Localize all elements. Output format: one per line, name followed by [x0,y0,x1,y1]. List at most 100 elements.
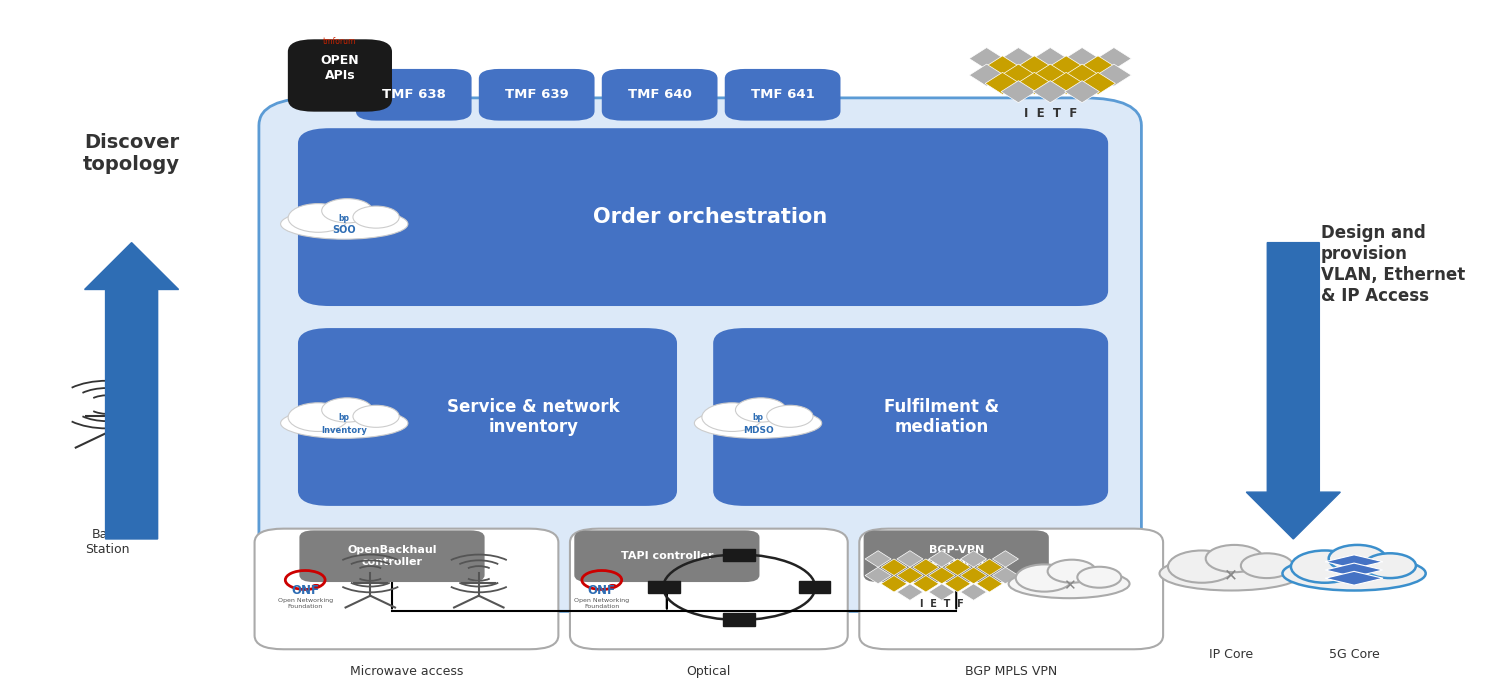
Text: IP Core: IP Core [1209,648,1253,661]
Circle shape [1364,554,1416,578]
Polygon shape [1325,555,1383,569]
Text: Microwave access: Microwave access [349,665,463,677]
Circle shape [1206,545,1264,572]
Text: Design and
provision
VLAN, Ethernet
& IP Access: Design and provision VLAN, Ethernet & IP… [1320,224,1465,305]
Text: Fulfilment &
mediation: Fulfilment & mediation [885,398,1000,437]
Text: Optical: Optical [686,665,731,677]
FancyBboxPatch shape [255,529,558,649]
Circle shape [736,398,786,422]
FancyBboxPatch shape [713,328,1109,506]
Ellipse shape [1159,556,1303,590]
FancyArrow shape [1246,243,1340,539]
Polygon shape [1325,563,1383,577]
Polygon shape [1001,48,1035,70]
Polygon shape [928,584,955,601]
Polygon shape [1001,64,1035,86]
Circle shape [322,199,373,223]
Polygon shape [970,64,1004,86]
Polygon shape [1065,64,1100,86]
Polygon shape [976,576,1003,592]
Text: I  E  T  F: I E T F [921,599,964,610]
Text: ✕: ✕ [1062,579,1076,593]
Polygon shape [724,613,755,626]
FancyBboxPatch shape [601,69,718,120]
Polygon shape [865,567,891,584]
Text: BGP-VPN
controller: BGP-VPN controller [925,545,986,567]
Text: TMF 638: TMF 638 [382,88,446,101]
Circle shape [1047,560,1097,583]
Circle shape [1077,567,1122,588]
Ellipse shape [280,408,407,438]
Text: ONF: ONF [291,584,319,597]
Polygon shape [913,559,938,576]
Polygon shape [928,551,955,567]
Polygon shape [992,567,1019,584]
Polygon shape [961,567,986,584]
Polygon shape [648,581,680,594]
FancyBboxPatch shape [725,69,840,120]
Circle shape [312,584,321,588]
Text: ✕: ✕ [1223,567,1238,585]
Circle shape [767,406,813,428]
Circle shape [1241,554,1294,578]
Polygon shape [913,576,938,592]
FancyBboxPatch shape [355,69,471,120]
Circle shape [288,403,348,432]
Text: Open Networking
Foundation: Open Networking Foundation [278,598,333,609]
FancyBboxPatch shape [298,328,677,506]
Polygon shape [1032,81,1068,102]
Polygon shape [976,559,1003,576]
Polygon shape [1065,48,1100,70]
Circle shape [354,206,400,228]
Polygon shape [1325,572,1383,585]
Text: Discover
topology: Discover topology [84,132,181,174]
Polygon shape [985,73,1021,94]
FancyBboxPatch shape [260,98,1141,611]
Ellipse shape [1283,556,1426,590]
Polygon shape [992,551,1019,567]
FancyBboxPatch shape [570,529,847,649]
FancyBboxPatch shape [864,530,1049,582]
Text: 5G Core: 5G Core [1329,648,1380,661]
Circle shape [701,403,762,432]
Circle shape [354,406,400,428]
Polygon shape [1001,81,1035,102]
Polygon shape [961,584,986,601]
Text: BGP MPLS VPN: BGP MPLS VPN [965,665,1058,677]
Polygon shape [944,559,971,576]
Text: TMF 640: TMF 640 [628,88,692,101]
Text: Open Networking
Foundation: Open Networking Foundation [574,598,630,609]
FancyBboxPatch shape [300,530,485,582]
FancyBboxPatch shape [574,530,759,582]
Text: TAPI controller: TAPI controller [621,552,713,561]
Circle shape [288,203,348,233]
Ellipse shape [1009,570,1129,598]
Polygon shape [897,551,924,567]
Circle shape [322,398,373,422]
Polygon shape [1032,64,1068,86]
Text: bp: bp [752,413,764,422]
Polygon shape [724,549,755,561]
Ellipse shape [280,209,407,239]
Polygon shape [944,576,971,592]
Circle shape [1329,545,1386,572]
Polygon shape [865,551,891,567]
Circle shape [1016,565,1073,592]
Circle shape [1291,551,1359,583]
Text: Inventory: Inventory [321,426,367,435]
Polygon shape [880,559,907,576]
Circle shape [609,584,618,588]
Text: Base
Station: Base Station [85,529,130,556]
Text: tmforum: tmforum [324,37,357,46]
FancyArrow shape [85,243,179,539]
Text: I  E  T  F: I E T F [1024,107,1077,120]
Polygon shape [897,567,924,584]
FancyBboxPatch shape [298,128,1109,306]
Polygon shape [1018,73,1052,94]
Polygon shape [1080,56,1116,78]
Polygon shape [970,48,1004,70]
Ellipse shape [694,408,822,438]
FancyBboxPatch shape [479,69,594,120]
Polygon shape [1018,56,1052,78]
FancyBboxPatch shape [859,529,1164,649]
